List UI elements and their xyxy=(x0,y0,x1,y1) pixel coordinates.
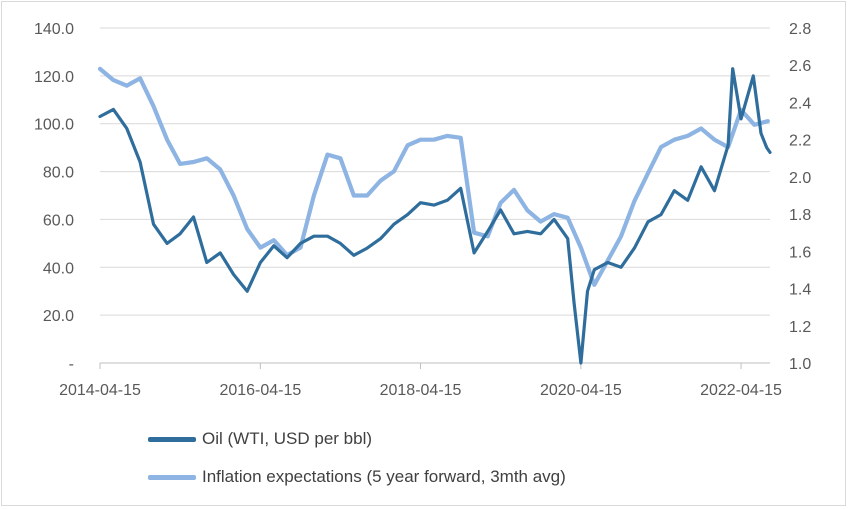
left-tick-label: 60.0 xyxy=(43,212,74,229)
left-axis-ticks: - 20.0 40.0 60.0 80.0 100.0 120.0 140.0 xyxy=(34,21,74,373)
legend-item-inflation: Inflation expectations (5 year forward, … xyxy=(148,458,566,496)
series-layer xyxy=(97,66,772,365)
right-tick-label: 1.4 xyxy=(789,282,811,299)
left-tick-label: 100.0 xyxy=(34,117,74,134)
left-tick-label: - xyxy=(69,356,74,373)
gridlines xyxy=(100,27,770,316)
x-tick-label: 2016-04-15 xyxy=(219,382,301,399)
series-line-inflation xyxy=(97,66,770,287)
x-axis-ticks: 2014-04-15 2016-04-15 2018-04-15 2020-04-15… xyxy=(59,363,782,399)
right-tick-label: 2.8 xyxy=(789,21,811,38)
right-tick-label: 1.2 xyxy=(789,319,811,336)
right-tick-label: 2.0 xyxy=(789,170,811,187)
right-tick-label: 2.4 xyxy=(789,95,811,112)
legend: Oil (WTI, USD per bbl) Inflation expecta… xyxy=(148,420,566,496)
right-axis-ticks: 1.0 1.2 1.4 1.6 1.8 2.0 2.2 2.4 2.6 2.8 xyxy=(789,21,811,373)
left-tick-label: 20.0 xyxy=(43,308,74,325)
x-tick-label: 2020-04-15 xyxy=(540,382,622,399)
left-tick-label: 140.0 xyxy=(34,21,74,38)
x-tick-label: 2018-04-15 xyxy=(380,382,462,399)
series-line-oil xyxy=(98,67,772,365)
legend-label-inflation: Inflation expectations (5 year forward, … xyxy=(202,467,566,486)
right-tick-label: 1.6 xyxy=(789,244,811,261)
right-tick-label: 2.6 xyxy=(789,58,811,75)
x-tick-label: 2014-04-15 xyxy=(59,382,141,399)
legend-label-oil: Oil (WTI, USD per bbl) xyxy=(202,429,373,448)
right-tick-label: 1.8 xyxy=(789,207,811,224)
x-tick-label: 2022-04-15 xyxy=(700,382,782,399)
right-tick-label: 1.0 xyxy=(789,356,811,373)
right-tick-label: 2.2 xyxy=(789,133,811,150)
left-tick-label: 80.0 xyxy=(43,165,74,182)
legend-item-oil: Oil (WTI, USD per bbl) xyxy=(148,420,566,458)
left-tick-label: 40.0 xyxy=(43,260,74,277)
left-tick-label: 120.0 xyxy=(34,69,74,86)
legend-swatch-inflation xyxy=(148,474,196,480)
legend-swatch-oil xyxy=(148,436,196,442)
